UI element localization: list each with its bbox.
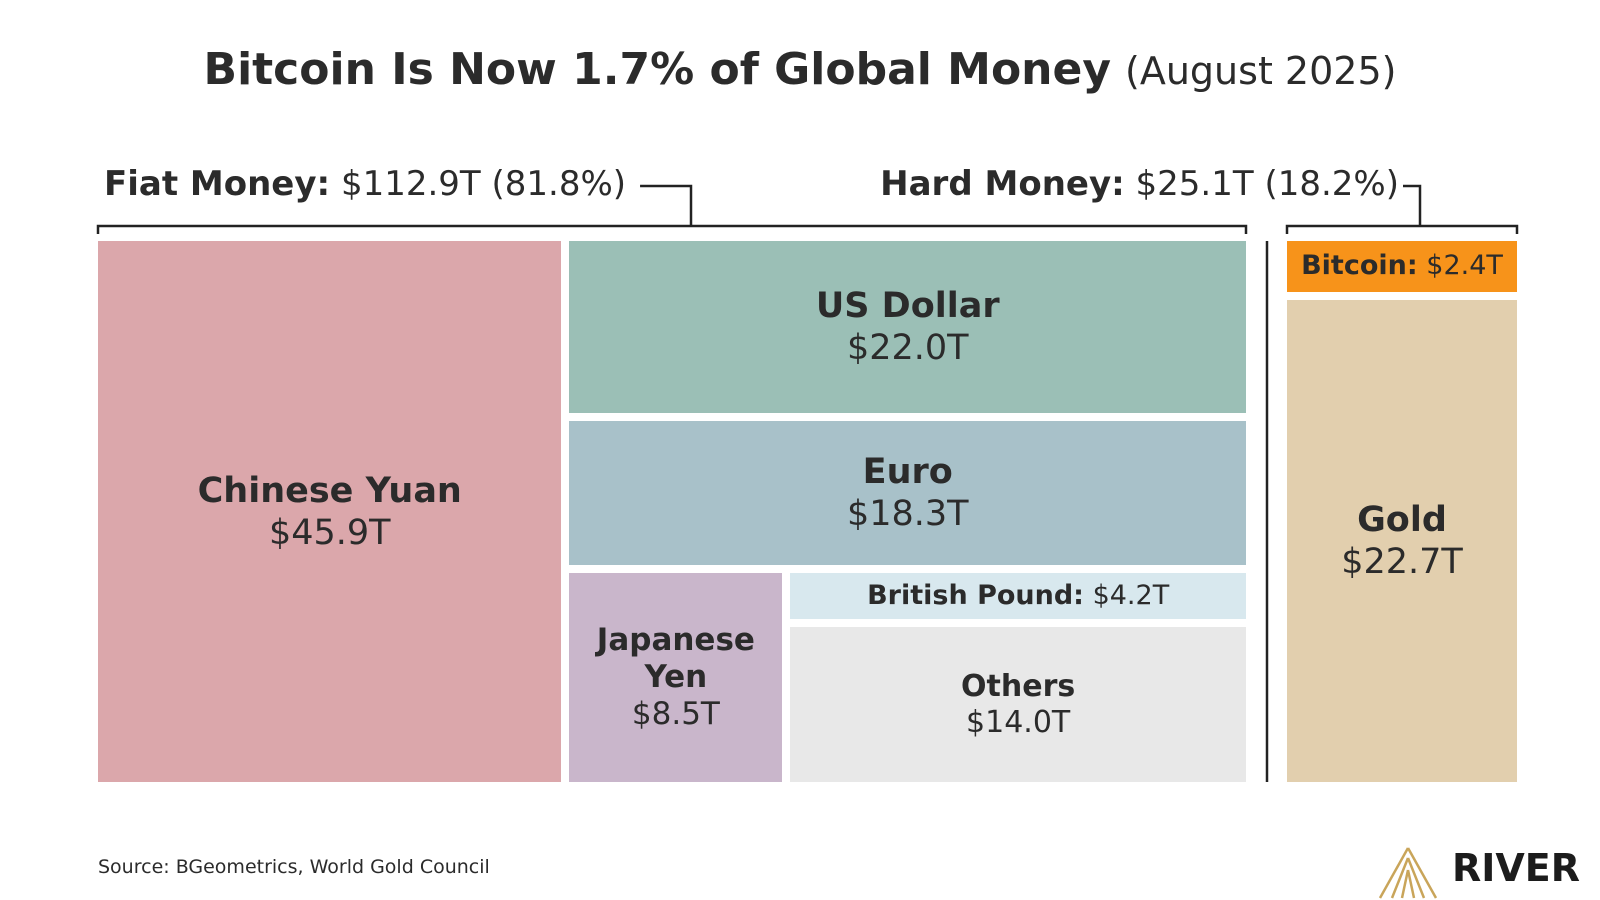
bracket xyxy=(1403,184,1422,226)
treemap-cell: Euro $18.3T xyxy=(569,421,1246,565)
cell-value: $22.0T xyxy=(846,328,969,369)
group-value: $112.9T xyxy=(340,164,481,204)
subtitle: (August 2025) xyxy=(1125,49,1397,93)
logo-text: RIVER xyxy=(1452,846,1581,890)
group-name: Hard Money: xyxy=(880,164,1125,204)
bracket xyxy=(96,224,1248,234)
cell-name: Gold xyxy=(1357,499,1447,540)
treemap-cell: Bitcoin: $2.4T xyxy=(1287,241,1517,292)
cell-name: Others xyxy=(961,668,1076,704)
bracket xyxy=(1285,224,1519,234)
cell-value: $14.0T xyxy=(966,704,1071,740)
treemap-cell: Others $14.0T xyxy=(790,627,1246,782)
treemap-cell: US Dollar $22.0T xyxy=(569,241,1246,414)
group-share: (18.2%) xyxy=(1264,164,1399,204)
cell-name: British Pound: xyxy=(867,579,1084,611)
treemap-cell: Japanese Yen $8.5T xyxy=(569,572,783,782)
treemap-cell: British Pound: $4.2T xyxy=(790,572,1246,620)
logo-icon xyxy=(1378,847,1438,899)
group-share: (81.8%) xyxy=(491,164,627,204)
title: Bitcoin Is Now 1.7% of Global Money xyxy=(203,44,1112,95)
source-note: Source: BGeometrics, World Gold Council xyxy=(98,856,490,878)
group-name: Fiat Money: xyxy=(104,164,331,204)
bracket xyxy=(640,184,693,226)
group-value: $25.1T xyxy=(1135,164,1254,204)
cell-name: Japanese Yen xyxy=(596,621,755,695)
chart-title: Bitcoin Is Now 1.7% of Global Money (Aug… xyxy=(0,44,1600,95)
cell-value: $45.9T xyxy=(268,512,391,553)
cell-value: $22.7T xyxy=(1341,541,1463,582)
cell-name: Bitcoin: xyxy=(1301,250,1418,282)
group-header: Fiat Money: $112.9T (81.8%) xyxy=(104,164,626,204)
group-header: Hard Money: $25.1T (18.2%) xyxy=(880,164,1399,204)
cell-value: $4.2T xyxy=(1092,579,1170,611)
cell-value: $18.3T xyxy=(846,494,969,535)
cell-name: Euro xyxy=(862,452,953,493)
treemap-cell: Chinese Yuan $45.9T xyxy=(98,241,562,782)
treemap-cell: Gold $22.7T xyxy=(1287,299,1517,782)
cell-name: US Dollar xyxy=(815,286,1000,327)
cell-value: $8.5T xyxy=(631,695,720,732)
cell-value: $2.4T xyxy=(1426,250,1503,282)
cell-name: Chinese Yuan xyxy=(197,470,462,511)
